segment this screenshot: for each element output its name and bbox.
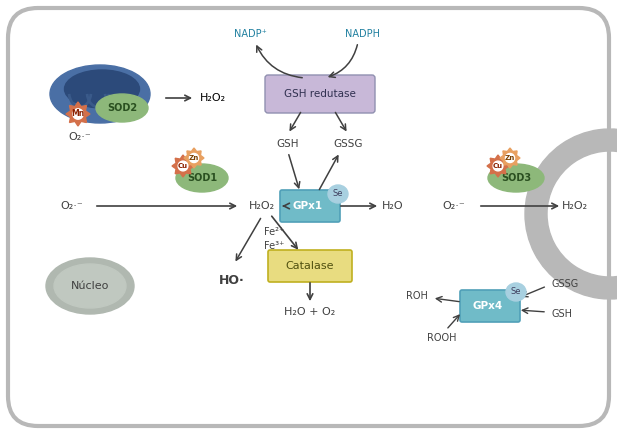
Circle shape: [493, 161, 503, 171]
Ellipse shape: [65, 70, 139, 108]
Text: ROH: ROH: [406, 291, 428, 301]
Text: Cu: Cu: [178, 163, 188, 169]
Ellipse shape: [50, 65, 150, 123]
Text: O₂·⁻: O₂·⁻: [60, 201, 83, 211]
Polygon shape: [184, 148, 204, 168]
Text: O₂·⁻: O₂·⁻: [68, 132, 91, 142]
Polygon shape: [487, 155, 509, 177]
Text: GSH redutase: GSH redutase: [284, 89, 356, 99]
Text: HO·: HO·: [219, 273, 245, 286]
FancyBboxPatch shape: [8, 8, 609, 426]
Text: ROOH: ROOH: [427, 333, 457, 343]
Polygon shape: [66, 102, 90, 126]
Text: Zn: Zn: [189, 155, 199, 161]
Text: GSSG: GSSG: [333, 139, 363, 149]
FancyBboxPatch shape: [460, 290, 520, 322]
Text: Mn: Mn: [72, 109, 85, 118]
Text: GSH: GSH: [552, 309, 573, 319]
Text: GSSG: GSSG: [552, 279, 579, 289]
Text: H₂O + O₂: H₂O + O₂: [284, 307, 336, 317]
Text: H₂O₂: H₂O₂: [200, 93, 226, 103]
Text: SOD3: SOD3: [501, 173, 531, 183]
Text: Cu: Cu: [493, 163, 503, 169]
Wedge shape: [525, 129, 617, 299]
Ellipse shape: [96, 94, 148, 122]
Text: GPx4: GPx4: [473, 301, 503, 311]
Circle shape: [189, 154, 199, 163]
Text: Fe³⁺: Fe³⁺: [264, 241, 284, 251]
Circle shape: [178, 161, 188, 171]
Text: GPx1: GPx1: [293, 201, 323, 211]
Text: H₂O₂: H₂O₂: [562, 201, 588, 211]
Text: NADPH: NADPH: [344, 29, 379, 39]
Text: SOD1: SOD1: [187, 173, 217, 183]
Text: Se: Se: [511, 287, 521, 296]
Circle shape: [505, 154, 515, 163]
Text: NADP⁺: NADP⁺: [234, 29, 267, 39]
Polygon shape: [500, 148, 520, 168]
Ellipse shape: [328, 185, 348, 203]
Text: H₂O₂: H₂O₂: [249, 201, 275, 211]
Text: O₂·⁻: O₂·⁻: [442, 201, 465, 211]
Ellipse shape: [176, 164, 228, 192]
Ellipse shape: [46, 258, 134, 314]
Ellipse shape: [488, 164, 544, 192]
Ellipse shape: [506, 283, 526, 301]
Polygon shape: [172, 155, 194, 177]
Text: Se: Se: [333, 190, 343, 198]
Text: Núcleo: Núcleo: [71, 281, 109, 291]
Text: Zn: Zn: [505, 155, 515, 161]
Text: Catalase: Catalase: [286, 261, 334, 271]
Text: Fe²⁺: Fe²⁺: [264, 227, 284, 237]
Text: H₂O: H₂O: [382, 201, 404, 211]
Ellipse shape: [54, 264, 126, 308]
FancyBboxPatch shape: [280, 190, 340, 222]
FancyBboxPatch shape: [268, 250, 352, 282]
Text: GSH: GSH: [277, 139, 299, 149]
Circle shape: [73, 109, 83, 119]
Text: SOD2: SOD2: [107, 103, 137, 113]
FancyBboxPatch shape: [265, 75, 375, 113]
